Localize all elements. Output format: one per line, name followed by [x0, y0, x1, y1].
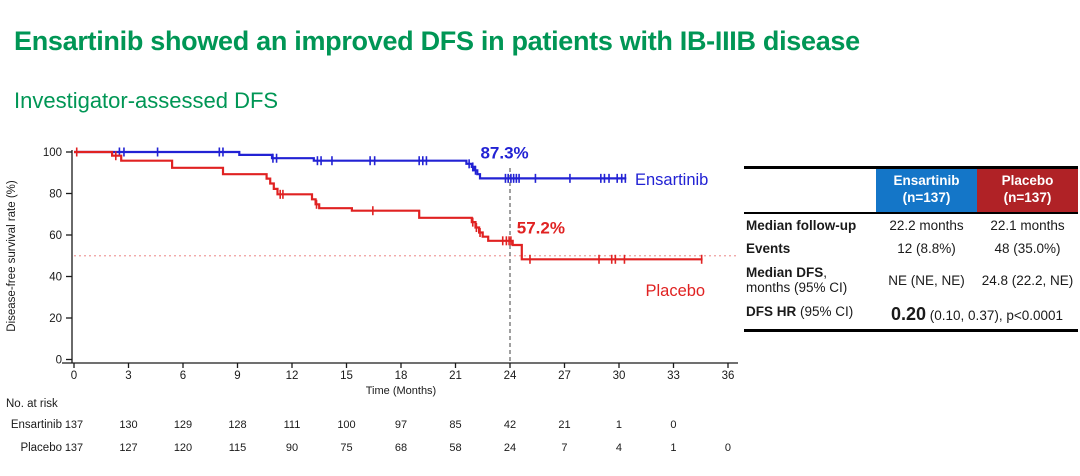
svg-text:18: 18	[395, 370, 408, 382]
landmark-placebo: 57.2%	[517, 219, 565, 238]
svg-text:3: 3	[125, 370, 131, 382]
value-ensartinib: 12 (8.8%)	[897, 241, 956, 257]
at-risk-value: 42	[504, 419, 516, 431]
at-risk-value: 75	[340, 442, 352, 454]
svg-text:24: 24	[504, 370, 517, 382]
row-label: Median follow-up	[746, 217, 857, 233]
at-risk-value: 128	[228, 419, 246, 431]
arm-n-placebo: (n=137)	[1003, 189, 1052, 205]
at-risk-value: 137	[65, 442, 83, 454]
value-ensartinib: NE (NE, NE)	[888, 272, 965, 288]
svg-text:36: 36	[722, 370, 735, 382]
curve-placebo	[74, 150, 703, 261]
at-risk-value: 127	[119, 442, 137, 454]
row-label: DFS HR (95% CI)	[746, 303, 854, 319]
results-col-header-placebo: Placebo (n=137)	[977, 169, 1078, 212]
svg-text:0: 0	[71, 370, 77, 382]
at-risk-value: 115	[229, 442, 247, 454]
svg-text:40: 40	[49, 272, 62, 284]
row-median-dfs: Median DFS, months (95% CI) NE (NE, NE) …	[744, 261, 1078, 300]
at-risk-value: 21	[558, 419, 570, 431]
at-risk-value: 111	[284, 419, 301, 431]
chart-reference-lines	[74, 167, 739, 363]
arm-name-placebo: Placebo	[1001, 173, 1054, 188]
svg-text:Disease-free survival rate (%): Disease-free survival rate (%)	[6, 180, 18, 332]
at-risk-value: 24	[504, 442, 516, 454]
svg-text:33: 33	[667, 370, 680, 382]
svg-text:30: 30	[613, 370, 626, 382]
at-risk-value: 130	[119, 419, 137, 431]
results-col-header-ensartinib: Ensartinib (n=137)	[876, 169, 977, 212]
at-risk-value: 58	[449, 442, 461, 454]
svg-text:20: 20	[49, 313, 62, 325]
svg-text:15: 15	[340, 370, 353, 382]
arm-n-ensartinib: (n=137)	[902, 189, 951, 205]
at-risk-value: 90	[286, 442, 298, 454]
svg-text:21: 21	[449, 370, 462, 382]
at-risk-value: 97	[395, 419, 407, 431]
at-risk-value: 1	[616, 419, 622, 431]
row-label: Median DFS, months (95% CI)	[746, 264, 848, 296]
curve-label-placebo: Placebo	[645, 282, 705, 300]
svg-text:12: 12	[286, 370, 299, 382]
at-risk-title: No. at risk	[6, 398, 58, 410]
row-median-followup: Median follow-up 22.2 months 22.1 months	[744, 214, 1078, 238]
curve-label-ensartinib: Ensartinib	[635, 171, 708, 189]
row-label: Events	[746, 241, 791, 257]
value-placebo: 48 (35.0%)	[994, 241, 1061, 257]
slide-title: Ensartinib showed an improved DFS in pat…	[14, 26, 860, 57]
value-ensartinib: 22.2 months	[889, 217, 964, 233]
at-risk-value: 0	[670, 419, 676, 431]
svg-text:9: 9	[234, 370, 240, 382]
results-table: Ensartinib (n=137) Placebo (n=137) Media…	[744, 166, 1078, 332]
survival-curves	[74, 147, 703, 264]
at-risk-value: 0	[725, 442, 731, 454]
svg-text:60: 60	[49, 230, 62, 242]
arm-name-ensartinib: Ensartinib	[893, 173, 960, 188]
at-risk-row-label: Ensartinib	[11, 419, 62, 431]
value-hazard-ratio: 0.20 (0.10, 0.37), p<0.0001	[890, 303, 1064, 324]
landmark-ensartinib: 87.3%	[480, 144, 528, 163]
at-risk-value: 100	[337, 419, 355, 431]
svg-text:0: 0	[56, 355, 62, 367]
at-risk-row-label: Placebo	[20, 442, 62, 454]
svg-text:Time (Months): Time (Months)	[366, 385, 437, 397]
at-risk-value: 129	[174, 419, 192, 431]
at-risk-value: 7	[561, 442, 567, 454]
svg-text:100: 100	[43, 147, 62, 159]
svg-text:27: 27	[558, 370, 571, 382]
at-risk-value: 4	[616, 442, 622, 454]
value-placebo: 24.8 (22.2, NE)	[981, 272, 1074, 288]
value-placebo: 22.1 months	[990, 217, 1065, 233]
at-risk-value: 1	[670, 442, 676, 454]
row-dfs-hr: DFS HR (95% CI) 0.20 (0.10, 0.37), p<0.0…	[744, 300, 1078, 329]
curve-annotations: Ensartinib 87.3% Placebo 57.2%	[480, 144, 708, 301]
at-risk-value: 85	[449, 419, 461, 431]
slide-subtitle: Investigator-assessed DFS	[14, 88, 279, 114]
row-events: Events 12 (8.8%) 48 (35.0%)	[744, 237, 1078, 261]
results-header-spacer	[744, 169, 876, 212]
at-risk-value: 137	[65, 419, 83, 431]
svg-text:80: 80	[49, 189, 62, 201]
at-risk-value: 120	[174, 442, 192, 454]
at-risk-value: 68	[395, 442, 407, 454]
svg-text:6: 6	[180, 370, 186, 382]
